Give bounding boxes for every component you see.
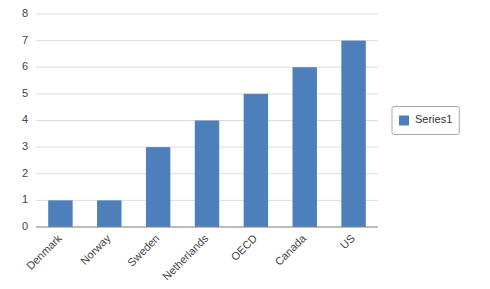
- y-axis: 0 1 2 3 4 5 6 7 8: [22, 7, 28, 232]
- x-tick-label: OECD: [228, 232, 259, 263]
- grid-line: [36, 93, 378, 94]
- grid: [36, 14, 378, 227]
- bar: [146, 147, 170, 227]
- legend-swatch: [399, 116, 409, 126]
- bar: [293, 67, 317, 227]
- y-tick-label: 6: [22, 60, 28, 72]
- grid-line: [36, 227, 378, 228]
- y-tick-label: 8: [22, 7, 28, 19]
- legend-box: [392, 107, 459, 135]
- x-axis-line: [36, 227, 378, 228]
- grid-line: [36, 40, 378, 41]
- bar: [195, 121, 219, 228]
- x-tick-label: Norway: [78, 232, 113, 267]
- y-tick-label: 0: [22, 220, 28, 232]
- x-tick-label: Canada: [272, 231, 308, 267]
- bars: [48, 41, 366, 227]
- y-tick-label: 2: [22, 167, 28, 179]
- y-tick-label: 1: [22, 193, 28, 205]
- x-tick-label: US: [338, 232, 357, 251]
- y-tick-label: 7: [22, 34, 28, 46]
- grid-line: [36, 67, 378, 68]
- bar: [48, 200, 72, 227]
- bar: [341, 41, 365, 227]
- legend-label: Series1: [415, 113, 452, 125]
- y-tick-label: 4: [22, 113, 28, 125]
- bar: [97, 200, 121, 227]
- legend: Series1: [392, 107, 459, 135]
- y-tick-label: 5: [22, 87, 28, 99]
- bar: [244, 94, 268, 227]
- chart-container: 0 1 2 3 4 5 6 7 8 Denmark Norway SwedenNetherlands O…: [0, 0, 490, 289]
- x-tick-label: Netherlands: [160, 232, 211, 283]
- x-tick-label: Denmark: [24, 232, 64, 272]
- grid-line: [36, 14, 378, 15]
- chart: 0 1 2 3 4 5 6 7 8 Denmark Norway SwedenNetherlands O…: [0, 0, 490, 289]
- x-axis: Denmark Norway SwedenNetherlands OECD Canada…: [24, 231, 357, 282]
- y-tick-label: 3: [22, 140, 28, 152]
- x-tick-label: Sweden: [125, 232, 162, 269]
